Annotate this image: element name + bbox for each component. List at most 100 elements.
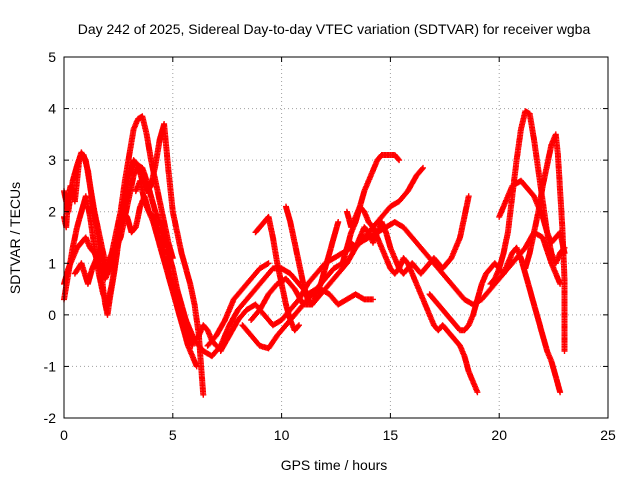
data-point: [433, 257, 435, 259]
data-point: [158, 221, 161, 223]
series-sat-m: [343, 203, 481, 396]
data-point: [80, 262, 83, 265]
data-point: [485, 272, 487, 275]
data-point: [267, 347, 270, 350]
x-tick-label: 20: [491, 427, 507, 443]
data-point: [494, 262, 496, 265]
data-point: [267, 262, 270, 265]
data-point: [402, 257, 405, 259]
data-point: [346, 210, 348, 213]
data-point: [411, 262, 413, 265]
data-point: [459, 329, 461, 332]
x-tick-label: 15: [383, 427, 399, 443]
data-point: [69, 185, 72, 187]
series-sat-k: [283, 203, 342, 308]
data-point: [319, 293, 322, 296]
data-point: [198, 334, 200, 337]
data-point: [98, 247, 100, 249]
data-point: [422, 167, 424, 169]
data-point: [550, 360, 553, 363]
data-point: [87, 169, 89, 172]
series-sat-q: [522, 131, 568, 354]
data-point: [433, 298, 435, 301]
data-point: [450, 334, 453, 337]
data-point: [191, 355, 194, 357]
data-point: [148, 210, 150, 213]
data-point: [446, 262, 448, 265]
data-point: [232, 298, 235, 301]
data-point: [350, 247, 353, 249]
data-point: [415, 267, 418, 270]
data-point: [306, 283, 309, 285]
data-point: [428, 293, 431, 296]
data-point: [259, 267, 261, 270]
data-point: [363, 210, 366, 213]
plus-markers: [426, 244, 564, 396]
data-point: [428, 257, 431, 259]
data-point: [528, 112, 531, 115]
data-point: [524, 247, 527, 249]
data-point: [167, 169, 170, 172]
data-point: [74, 200, 76, 203]
data-point: [533, 303, 535, 306]
data-point: [71, 190, 74, 192]
data-point: [407, 190, 409, 192]
data-point: [165, 267, 168, 270]
data-point: [180, 303, 183, 306]
data-point: [467, 195, 470, 198]
data-point: [163, 236, 165, 239]
data-point: [128, 195, 131, 198]
data-point: [102, 288, 104, 290]
data-point: [341, 252, 344, 254]
data-point: [511, 185, 514, 187]
data-point: [293, 241, 296, 244]
data-point: [139, 205, 141, 208]
axis-ticks: 0 5 10 15 20 25 -2 -1 0 1 2 3 4 5: [44, 49, 616, 443]
data-point: [182, 329, 185, 332]
data-point: [152, 221, 155, 223]
data-point: [145, 179, 148, 182]
data-point: [554, 133, 557, 136]
data-point: [537, 210, 540, 213]
data-point: [550, 241, 553, 244]
data-point: [398, 159, 400, 161]
data-point: [324, 267, 326, 270]
data-point: [276, 334, 279, 337]
data-point: [141, 115, 144, 118]
data-point: [202, 393, 205, 396]
data-point: [511, 252, 514, 254]
data-point: [154, 210, 157, 213]
data-point: [489, 288, 492, 290]
data-point: [415, 174, 418, 177]
data-point: [550, 262, 553, 265]
data-point: [337, 272, 339, 275]
data-point: [450, 257, 453, 259]
x-tick-label: 25: [600, 427, 616, 443]
data-point: [398, 267, 400, 270]
data-point: [524, 272, 527, 275]
data-point: [480, 283, 483, 285]
data-point: [174, 298, 176, 301]
data-point: [393, 154, 396, 156]
data-point: [84, 236, 87, 239]
data-point: [250, 334, 252, 337]
data-point: [333, 236, 335, 239]
data-point: [289, 272, 292, 275]
grid: [64, 57, 608, 418]
data-point: [380, 221, 383, 223]
data-point: [76, 226, 78, 228]
data-point: [467, 324, 470, 326]
data-point: [437, 303, 440, 306]
data-point: [285, 303, 287, 306]
data-point: [437, 329, 440, 332]
data-point: [559, 283, 561, 285]
data-point: [380, 216, 383, 218]
data-point: [528, 190, 531, 192]
data-point: [241, 324, 244, 326]
data-point: [385, 231, 387, 234]
data-point: [441, 324, 444, 326]
data-point: [130, 231, 133, 234]
data-point: [143, 200, 146, 203]
data-point: [106, 314, 109, 316]
